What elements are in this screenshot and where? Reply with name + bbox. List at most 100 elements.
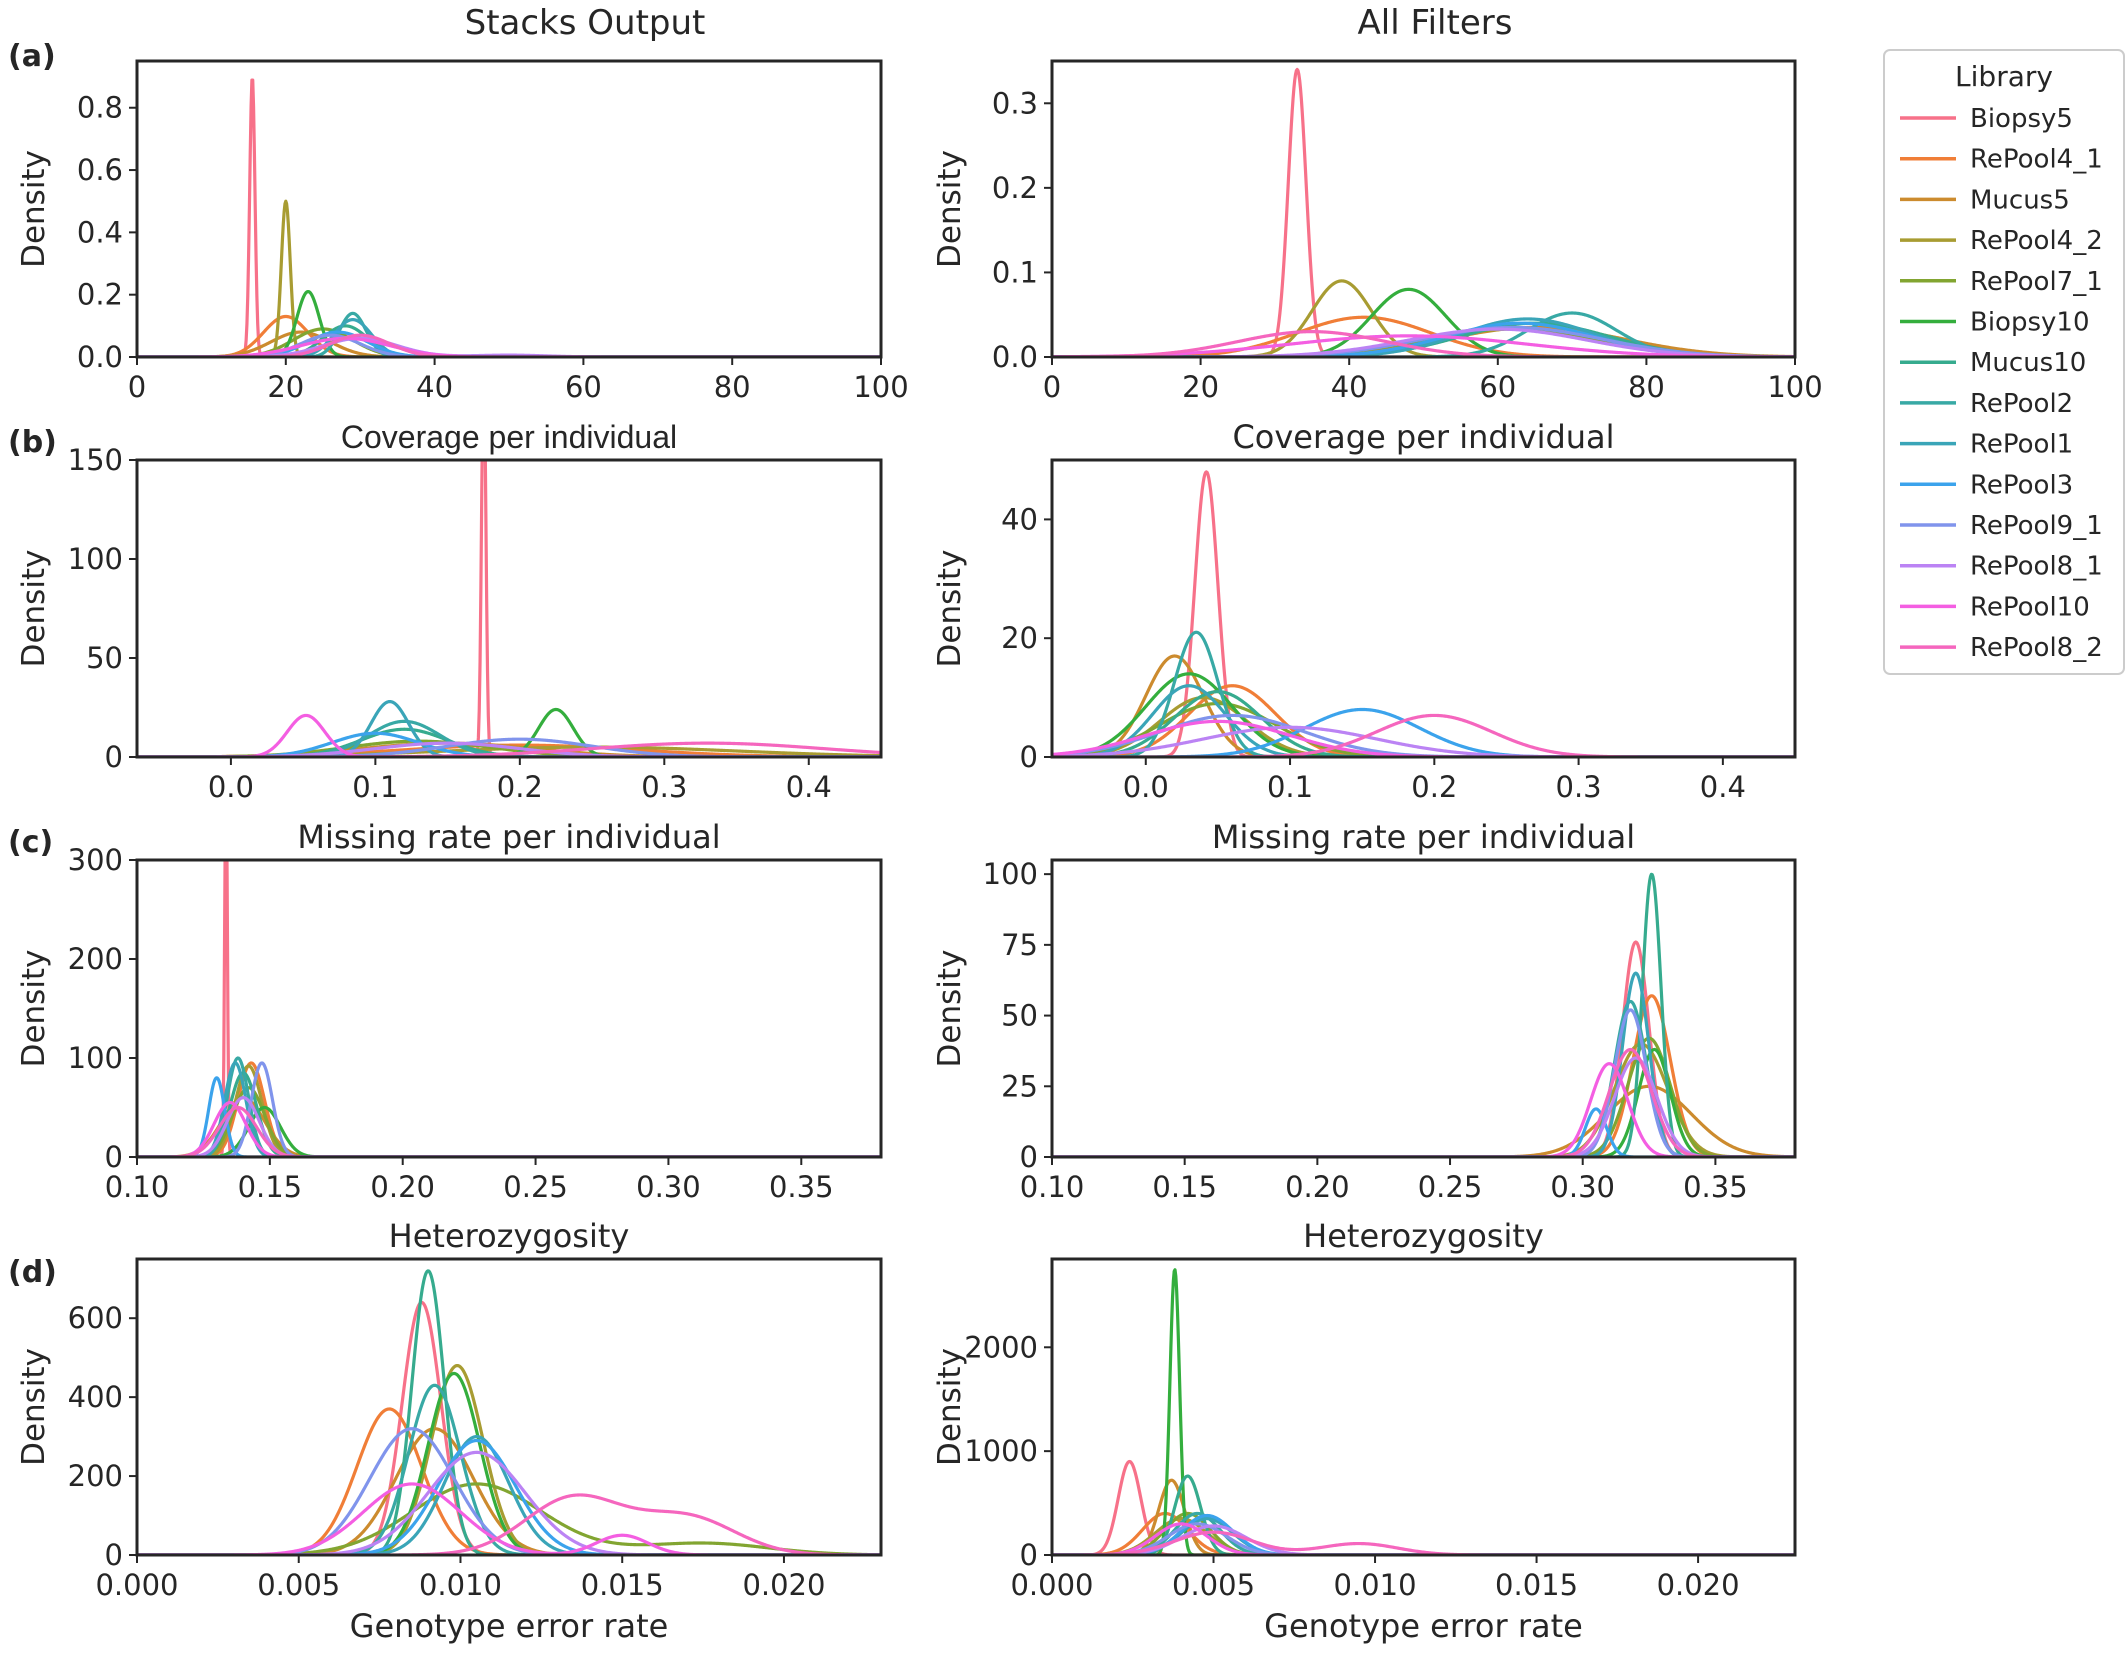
series-d2-mucus10 (1052, 1474, 1795, 1555)
series-a2-repool10 (1052, 334, 1795, 357)
series-b2-mucus10 (1052, 690, 1795, 757)
series-d1-biopsy10 (137, 1371, 881, 1555)
series-c2-repool1 (1052, 971, 1795, 1157)
legend-label-repool4_1: RePool4_1 (1970, 145, 2103, 175)
series-a2-biopsy5 (1052, 67, 1795, 357)
series-b2-repool1 (1052, 684, 1795, 757)
series-d1-repool10 (137, 1482, 881, 1555)
xtick-label-c2-2: 0.20 (1285, 1170, 1350, 1204)
ytick-label-d1-0: 0 (105, 1538, 123, 1572)
ytick-label-b1-1: 50 (86, 641, 123, 675)
series-c1-repool8_1 (137, 1096, 881, 1157)
ytick-label-d2-1: 1000 (964, 1434, 1038, 1468)
ytick-label-a1-3: 0.6 (77, 153, 123, 187)
legend-label-repool8_1: RePool8_1 (1970, 552, 2103, 582)
chart-title-b1: Coverage per individual (341, 419, 677, 455)
xtick-label-c2-0: 0.10 (1020, 1170, 1085, 1204)
ytick-label-d2-2: 2000 (964, 1330, 1038, 1364)
series-c1-mucus5 (137, 1096, 881, 1157)
axes-frame-a1 (135, 59, 883, 359)
xtick-label-a2-1: 20 (1182, 370, 1219, 404)
chart-title-b2: Coverage per individual (1232, 418, 1614, 456)
series-d2-repool7_1 (1052, 1511, 1795, 1555)
xtick-label-b1-2: 0.2 (497, 770, 543, 804)
chart-title-c1: Missing rate per individual (297, 818, 720, 856)
series-b2-repool4_2 (1052, 696, 1795, 757)
chart-b1: Coverage per individual 0.0 0.1 0.2 0.3 0.4 0 5… (16, 419, 883, 804)
series-c1-repool4_1 (137, 1061, 881, 1157)
xtick-label-d2-3: 0.015 (1495, 1568, 1578, 1602)
xtick-label-a2-5: 100 (1767, 370, 1822, 404)
ytick-label-b1-2: 100 (68, 542, 123, 576)
series-b2-repool8_1 (1052, 725, 1795, 757)
ytick-label-b2-0: 0 (1020, 740, 1038, 774)
axes-frame-b1 (135, 458, 883, 759)
ytick-label-b2-1: 20 (1001, 621, 1038, 655)
axes-frame-d1 (135, 1257, 883, 1557)
ytick-label-d2-0: 0 (1020, 1538, 1038, 1572)
ytick-label-a2-3: 0.3 (992, 86, 1038, 120)
series-d2-mucus5 (1052, 1478, 1795, 1555)
chart-d2: Heterozygosity 0.000 0.005 0.010 0.015 0.020 0… (932, 1217, 1797, 1645)
ylabel-a2: Density (932, 150, 968, 268)
xtick-label-c1-2: 0.20 (370, 1170, 435, 1204)
panels-group: 0 20 40 60 80 100 0.0 0.2 0.4 0.6 0.8 Density 0 20 40 6… (16, 59, 1823, 1645)
series-c1-biopsy10 (137, 1105, 881, 1157)
ylabel-b2: Density (932, 550, 968, 668)
legend-label-repool2: RePool2 (1970, 389, 2073, 419)
axes-frame-a2 (1050, 59, 1797, 359)
xtick-label-b1-4: 0.4 (786, 770, 832, 804)
chart-c2: Missing rate per individual 0.10 0.15 0.20 0… (932, 818, 1797, 1204)
legend: Library Biopsy5 RePool4_1 Mucus5 RePool4_2 R… (1883, 49, 2125, 675)
ytick-label-a1-0: 0.0 (77, 340, 123, 374)
xtick-label-a2-2: 40 (1331, 370, 1368, 404)
series-c1-repool10 (137, 1100, 881, 1157)
series-c1-repool9_1 (137, 1061, 881, 1157)
ytick-label-c2-1: 25 (1001, 1069, 1038, 1103)
ylabel-b1: Density (16, 550, 52, 668)
xtick-label-b2-0: 0.0 (1123, 770, 1169, 804)
series-c1-repool7_1 (137, 1086, 881, 1157)
ytick-label-c2-3: 75 (1001, 928, 1038, 962)
ytick-label-d1-2: 400 (68, 1380, 123, 1414)
xtick-label-d2-2: 0.010 (1334, 1568, 1417, 1602)
series-c2-biopsy10 (1052, 1047, 1795, 1157)
xtick-label-d2-1: 0.005 (1172, 1568, 1255, 1602)
ytick-label-c1-2: 200 (68, 942, 123, 976)
legend-frame (1883, 49, 2125, 675)
xtick-label-b2-4: 0.4 (1700, 770, 1746, 804)
ytick-label-a2-2: 0.2 (992, 171, 1038, 205)
xtick-label-a2-3: 60 (1479, 370, 1516, 404)
ylabel-a1: Density (16, 150, 52, 268)
legend-label-repool8_2: RePool8_2 (1970, 633, 2103, 663)
axes-frame-b2 (1050, 458, 1797, 759)
legend-label-repool1: RePool1 (1970, 430, 2073, 460)
series-d1-repool8_2 (137, 1493, 881, 1555)
xtick-label-c1-4: 0.30 (636, 1170, 701, 1204)
ytick-label-d1-1: 200 (68, 1459, 123, 1493)
xtick-label-b1-3: 0.3 (641, 770, 687, 804)
series-d1-repool4_2 (137, 1363, 881, 1555)
axes-frame-d2 (1050, 1257, 1797, 1557)
xtick-label-b1-1: 0.1 (352, 770, 398, 804)
chart-title-c2: Missing rate per individual (1212, 818, 1635, 856)
xtick-label-d1-2: 0.010 (419, 1568, 502, 1602)
xtick-label-d1-0: 0.000 (95, 1568, 178, 1602)
column-title-stacks-output: Stacks Output (465, 3, 706, 43)
xtick-label-a2-0: 0 (1043, 370, 1061, 404)
series-d1-repool2 (137, 1383, 881, 1555)
xtick-label-a1-1: 20 (267, 370, 304, 404)
xtick-label-a1-0: 0 (128, 370, 146, 404)
xtick-label-b2-1: 0.1 (1267, 770, 1313, 804)
xlabel-d2: Genotype error rate (1264, 1607, 1583, 1645)
panel-label-b: (b) (8, 425, 57, 460)
ytick-label-b1-3: 150 (68, 443, 123, 477)
legend-label-repool9_1: RePool9_1 (1970, 511, 2103, 541)
series-d1-repool8_1 (137, 1450, 881, 1555)
series-a1-biopsy5 (137, 78, 881, 357)
xtick-label-b1-0: 0.0 (208, 770, 254, 804)
chart-title-d2: Heterozygosity (1303, 1217, 1544, 1255)
panel-label-a: (a) (8, 39, 56, 74)
ytick-label-a2-1: 0.1 (992, 255, 1038, 289)
